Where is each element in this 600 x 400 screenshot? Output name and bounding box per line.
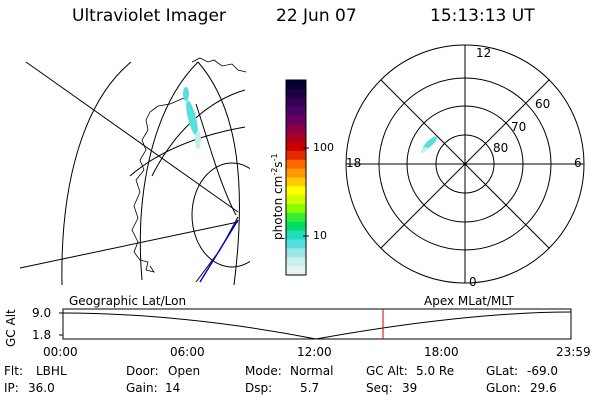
lat-label-70: 70 [511, 120, 527, 134]
timeline-left-title: Geographic Lat/Lon [69, 294, 187, 308]
colorbar-segment [286, 106, 306, 117]
colorbar-segment [286, 204, 306, 214]
mlt-label-6: 6 [574, 156, 582, 170]
colorbar-segment [286, 186, 306, 196]
lat-label-80: 80 [493, 141, 509, 155]
colorbar-segment [286, 159, 306, 170]
colorbar-segment [286, 80, 306, 90]
track-line [199, 219, 239, 283]
lat-label-60: 60 [535, 97, 551, 111]
info-ip-label: IP: [4, 381, 19, 395]
aurora-map [183, 87, 201, 149]
colorbar-tick-100: 100 [313, 141, 334, 154]
info-gcalt-value: 5.0 Re [416, 364, 455, 378]
timeline-xtick: 23:59 [556, 345, 591, 359]
mlt-label-0: 0 [469, 275, 477, 289]
colorbar-segment [286, 239, 306, 250]
colorbar-unit-label: photon cm-2s-1 [270, 153, 285, 240]
timeline-frame [62, 308, 572, 340]
colorbar-segment [286, 257, 306, 267]
polar-plot [345, 44, 585, 284]
colorbar-segment [286, 88, 306, 99]
colorbar-segment [286, 168, 306, 179]
meridian-diag [380, 79, 550, 249]
info-dsp-label: Dsp: [245, 381, 273, 395]
colorbar-segment [286, 142, 306, 152]
info-flt-label: Flt: [4, 364, 23, 378]
timeline-ytick-9: 9.0 [32, 306, 52, 320]
colorbar [285, 79, 307, 276]
time-label: 15:13:13 UT [430, 6, 535, 26]
colorbar-frame [285, 79, 307, 276]
grid-line [19, 221, 239, 269]
date-label: 22 Jun 07 [276, 6, 357, 26]
colorbar-segment [286, 177, 306, 187]
grid-line [25, 61, 239, 213]
colorbar-segment [286, 97, 306, 108]
colorbar-segment [286, 124, 306, 134]
colorbar-segment [286, 115, 306, 125]
timeline-xtick: 18:00 [424, 345, 459, 359]
info-gain-label: Gain: [126, 381, 158, 395]
aurora-polar [420, 136, 437, 154]
coastline [131, 57, 247, 273]
mlt-label-12: 12 [476, 46, 492, 60]
timeline-right-title: Apex MLat/MLT [424, 294, 514, 308]
timeline [59, 308, 572, 340]
limb-arc [61, 61, 132, 285]
info-dsp-value: 5.7 [300, 381, 320, 395]
info-gcalt-label: GC Alt: [366, 364, 408, 378]
pole-circle [191, 162, 250, 268]
colorbar-segment [286, 133, 306, 143]
limb-arc [197, 61, 240, 285]
colorbar-segment [286, 212, 306, 223]
timeline-ylabel: GC Alt [4, 309, 18, 347]
colorbar-ticks [303, 147, 309, 237]
info-door-label: Door: [126, 364, 159, 378]
colorbar-tick-10: 10 [313, 229, 327, 242]
info-glat-value: -69.0 [527, 364, 559, 378]
geographic-map [19, 57, 250, 285]
colorbar-segment [286, 150, 306, 161]
altitude-curve [62, 311, 572, 340]
colorbar-segment [286, 195, 306, 205]
colorbar-segment [286, 230, 306, 241]
instrument-title: Ultraviolet Imager [72, 6, 226, 26]
mlt-label-18: 18 [346, 156, 362, 170]
info-seq-value: 39 [402, 381, 418, 395]
info-mode-label: Mode: [245, 364, 282, 378]
lat-line [129, 126, 246, 177]
timeline-ytick-1-8: 1.8 [32, 328, 52, 342]
colorbar-segment [286, 248, 306, 258]
colorbar-segment [286, 221, 306, 232]
colorbar-segment [286, 266, 306, 276]
limb-arc [139, 61, 199, 281]
timeline-xtick: 06:00 [170, 345, 205, 359]
info-glon-value: 29.6 [530, 381, 557, 395]
info-glat-label: GLat: [486, 364, 519, 378]
info-flt-value: LBHL [36, 364, 67, 378]
info-seq-label: Seq: [366, 381, 393, 395]
info-ip-value: 36.0 [28, 381, 55, 395]
info-glon-label: GLon: [486, 381, 521, 395]
timeline-xtick: 00:00 [43, 345, 78, 359]
info-gain-value: 14 [165, 381, 181, 395]
timeline-xtick: 12:00 [297, 345, 332, 359]
info-door-value: Open [168, 364, 201, 378]
lon-line [195, 103, 237, 216]
info-mode-value: Normal [290, 364, 334, 378]
